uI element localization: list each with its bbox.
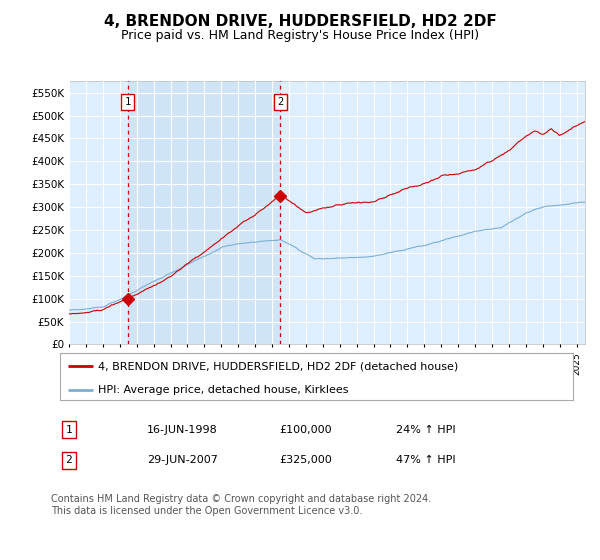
Text: HPI: Average price, detached house, Kirklees: HPI: Average price, detached house, Kirk… bbox=[98, 385, 349, 395]
Text: £100,000: £100,000 bbox=[279, 424, 332, 435]
Text: 16-JUN-1998: 16-JUN-1998 bbox=[147, 424, 218, 435]
Text: 1: 1 bbox=[65, 424, 73, 435]
Text: 4, BRENDON DRIVE, HUDDERSFIELD, HD2 2DF (detached house): 4, BRENDON DRIVE, HUDDERSFIELD, HD2 2DF … bbox=[98, 361, 459, 371]
Text: 1: 1 bbox=[124, 97, 131, 107]
Text: 24% ↑ HPI: 24% ↑ HPI bbox=[396, 424, 455, 435]
Text: 4, BRENDON DRIVE, HUDDERSFIELD, HD2 2DF: 4, BRENDON DRIVE, HUDDERSFIELD, HD2 2DF bbox=[104, 14, 496, 29]
Text: Contains HM Land Registry data © Crown copyright and database right 2024.
This d: Contains HM Land Registry data © Crown c… bbox=[51, 494, 431, 516]
Text: 2: 2 bbox=[277, 97, 283, 107]
Bar bbox=[128, 81, 280, 344]
Text: Price paid vs. HM Land Registry's House Price Index (HPI): Price paid vs. HM Land Registry's House … bbox=[121, 29, 479, 42]
Text: 2: 2 bbox=[65, 455, 73, 465]
Text: 29-JUN-2007: 29-JUN-2007 bbox=[147, 455, 218, 465]
Text: £325,000: £325,000 bbox=[279, 455, 332, 465]
Text: 47% ↑ HPI: 47% ↑ HPI bbox=[396, 455, 455, 465]
